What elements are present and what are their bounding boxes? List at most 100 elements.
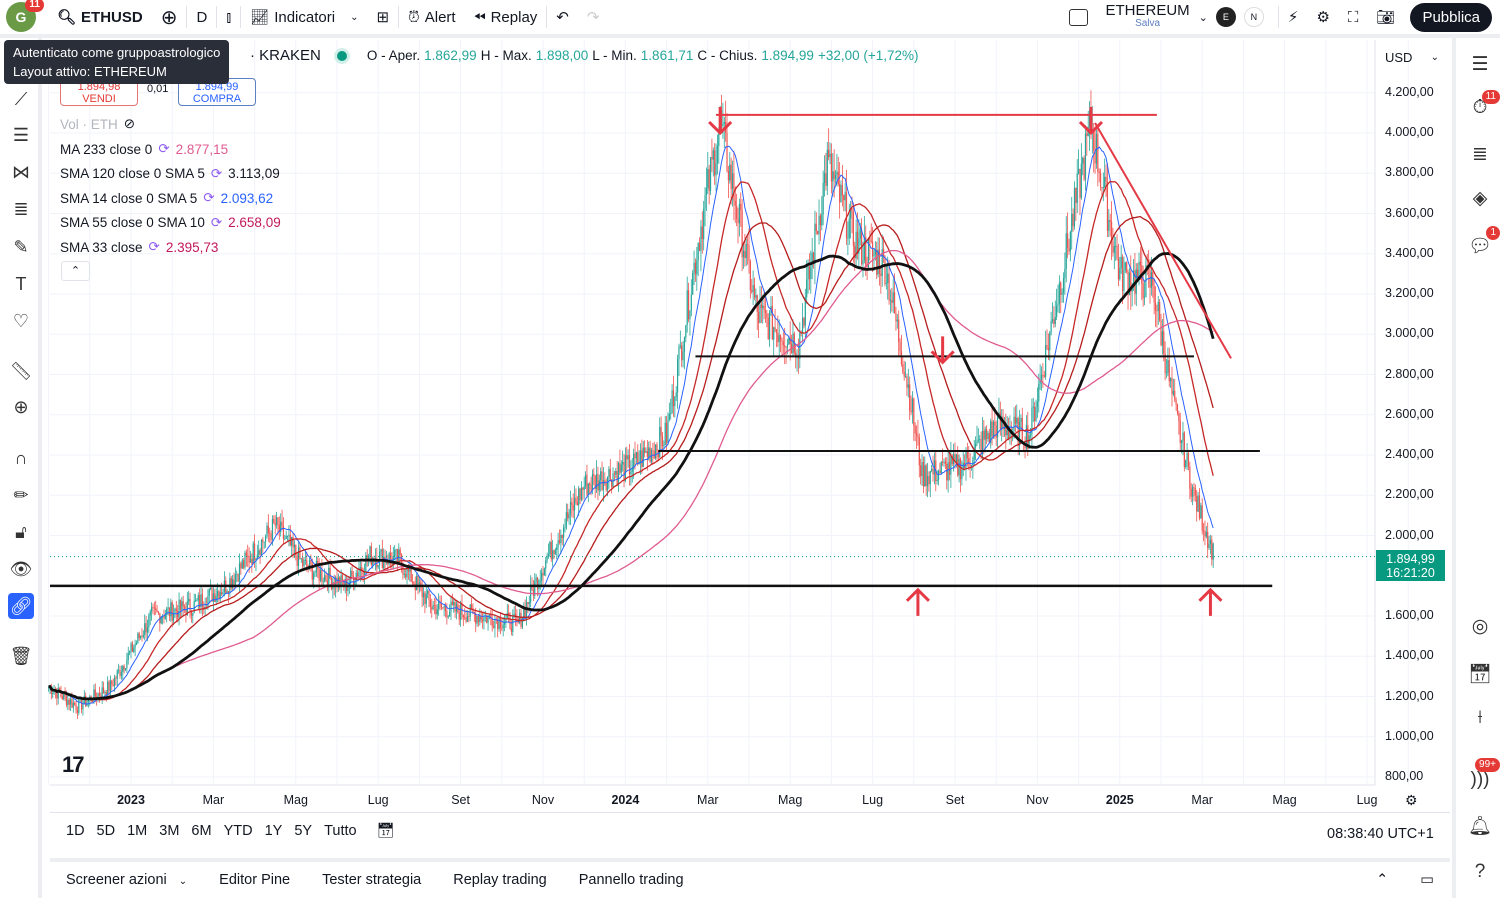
indicator-legend-item[interactable]: MA 233 close 0 ⟳ 2.877,15: [60, 141, 228, 157]
fullscreen-button[interactable]: ⛶: [1339, 0, 1368, 34]
range-1y[interactable]: 1Y: [264, 822, 283, 839]
brush-tool-icon[interactable]: ✎: [13, 236, 29, 257]
undo-button[interactable]: ↶: [547, 0, 578, 34]
layout-name-button[interactable]: ETHEREUM Salva: [1105, 2, 1190, 29]
trendline-tool-icon[interactable]: ⟋: [14, 88, 28, 109]
layers-icon[interactable]: ◈: [1472, 187, 1488, 209]
candle-body: [1172, 390, 1174, 395]
maximize-panel-icon[interactable]: ▭: [1420, 872, 1434, 888]
tab-pine-editor[interactable]: Editor Pine: [219, 872, 291, 888]
range-3m[interactable]: 3M: [159, 822, 180, 839]
magnet-icon[interactable]: ∩: [14, 447, 28, 468]
chevron-down-icon[interactable]: ⌄: [1198, 11, 1208, 24]
text-tool-icon[interactable]: T: [15, 273, 27, 294]
news-list-icon[interactable]: ≣: [1472, 143, 1488, 165]
tab-screener[interactable]: Screener azioni ⌄: [66, 872, 188, 888]
range-all[interactable]: Tutto: [324, 822, 357, 839]
quick-search-button[interactable]: ⚡︎: [1279, 0, 1308, 34]
goto-date-icon[interactable]: 📅︎: [376, 823, 395, 839]
pine-icon[interactable]: ⟊: [1477, 707, 1483, 728]
compare-button[interactable]: ⊕: [152, 0, 187, 34]
range-1m[interactable]: 1M: [127, 822, 148, 839]
candle-body: [226, 591, 228, 594]
tab-strategy-tester[interactable]: Tester strategia: [322, 872, 422, 888]
candle-body: [141, 635, 143, 637]
calendar-icon[interactable]: 📅︎: [1467, 664, 1493, 685]
candle-body: [1197, 495, 1199, 512]
candle-body: [80, 698, 83, 710]
candle-body: [1049, 332, 1051, 351]
candle-body: [284, 538, 286, 540]
candle-body: [604, 480, 606, 483]
user-avatar[interactable]: G 11: [6, 0, 44, 32]
indicator-legend-item[interactable]: SMA 33 close ⟳ 2.395,73: [60, 239, 218, 255]
candle-body: [1060, 282, 1062, 295]
high-value: 1.898,00: [535, 48, 589, 63]
tab-replay-trading[interactable]: Replay trading: [453, 872, 547, 888]
trash-icon[interactable]: 🗑︎: [9, 645, 33, 666]
range-6m[interactable]: 6M: [191, 822, 212, 839]
templates-button[interactable]: ⊞: [367, 0, 398, 34]
settings-button[interactable]: ⚙︎: [1307, 0, 1338, 34]
currency-select[interactable]: USD ⌄: [1385, 49, 1439, 65]
candle-body: [1159, 301, 1161, 321]
publish-button[interactable]: Pubblica: [1410, 2, 1492, 32]
collapse-legend-button[interactable]: ⌃: [61, 261, 90, 281]
symbol-search-button[interactable]: 🔍︎ ETHUSD: [57, 8, 143, 27]
candle-body: [642, 447, 644, 468]
tab-trading-panel[interactable]: Pannello trading: [578, 872, 684, 888]
candle-body: [269, 533, 271, 535]
candle-body: [771, 306, 773, 340]
candle-body: [834, 174, 837, 179]
candle-body: [1196, 495, 1198, 512]
time-axis-label: 2024: [611, 793, 640, 807]
lock-icon[interactable]: 🔓︎: [15, 521, 27, 542]
indicator-legend-item[interactable]: Vol · ETH ⊘: [60, 116, 135, 132]
range-5d[interactable]: 5D: [96, 822, 116, 839]
watchlist-icon[interactable]: ☰: [1471, 53, 1489, 75]
lock-drawing-icon[interactable]: ✏︎: [13, 484, 29, 505]
bell-icon[interactable]: 🔔︎: [1467, 816, 1493, 837]
alerts-clock-icon[interactable]: ⏱︎ 11: [1466, 90, 1500, 122]
range-ytd[interactable]: YTD: [223, 822, 253, 839]
pattern-tool-icon[interactable]: ⋈: [12, 161, 30, 182]
link-icon[interactable]: 🔗︎: [8, 593, 34, 619]
indicator-legend-item[interactable]: SMA 14 close 0 SMA 5 ⟳ 2.093,62: [60, 190, 273, 206]
indicator-legend-item[interactable]: SMA 55 close 0 SMA 10 ⟳ 2.658,09: [60, 215, 281, 231]
chat-icon[interactable]: 💬︎ 1: [1466, 226, 1500, 260]
snapshot-button[interactable]: 📷︎: [1367, 0, 1404, 34]
fib-tool-icon[interactable]: ≣: [13, 198, 29, 219]
replay-button[interactable]: ⏪︎ Replay: [473, 8, 538, 26]
horizontal-lines-tool-icon[interactable]: ☰: [12, 124, 30, 145]
chip-e[interactable]: E: [1215, 7, 1236, 27]
range-5y[interactable]: 5Y: [294, 822, 313, 839]
indicator-legend-item[interactable]: SMA 120 close 0 SMA 5 ⟳ 3.113,09: [60, 166, 280, 182]
chip-n[interactable]: N: [1243, 7, 1264, 27]
candle-body: [709, 157, 712, 191]
expand-panel-icon[interactable]: ⌃: [1376, 872, 1389, 888]
candle-body: [258, 550, 260, 555]
indicators-button[interactable]: 📈︎ Indicatori ⌄: [250, 8, 359, 27]
redo-button[interactable]: ↷: [578, 0, 609, 34]
target-icon[interactable]: ◎: [1471, 615, 1489, 637]
candle-body: [1006, 429, 1008, 436]
eye-icon[interactable]: 👁︎: [9, 558, 33, 579]
layout-toggle[interactable]: [1060, 0, 1097, 34]
zoom-in-icon[interactable]: ⊕: [13, 396, 29, 417]
candle-body: [1053, 319, 1055, 325]
candle-body: [881, 249, 883, 276]
alert-button[interactable]: ⏰︎ Alert: [408, 8, 456, 26]
chart-type-button[interactable]: ⫾: [217, 0, 240, 34]
interval-button[interactable]: D: [196, 8, 208, 26]
axis-settings-icon[interactable]: ⚙︎: [1405, 792, 1418, 808]
range-1d[interactable]: 1D: [66, 822, 85, 839]
broadcast-icon[interactable]: ))) 99+: [1466, 758, 1500, 794]
clock[interactable]: 08:38:40 UTC+1: [1327, 826, 1434, 842]
ruler-icon[interactable]: 📏︎: [9, 360, 33, 381]
help-icon[interactable]: ?: [1474, 861, 1486, 882]
candle-body: [631, 468, 633, 472]
candle-body: [388, 553, 390, 565]
candle-body: [580, 487, 583, 500]
heart-icon[interactable]: ♡: [12, 310, 30, 331]
